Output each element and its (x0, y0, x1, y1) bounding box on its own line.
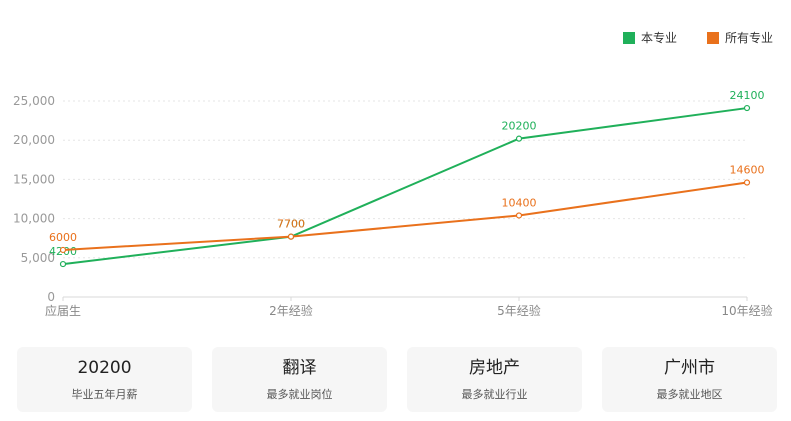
data-point (743, 179, 751, 186)
y-tick-label: 0 (47, 290, 55, 304)
legend-swatch-series-2 (706, 31, 719, 44)
card-label: 毕业五年月薪 (71, 388, 138, 401)
data-point (59, 260, 67, 268)
data-label: 24100 (730, 89, 765, 102)
legend-item-series-2[interactable]: 所有专业 (706, 29, 773, 46)
legend-item-series-1[interactable]: 本专业 (622, 29, 677, 46)
card-monthly-salary: 20200 毕业五年月薪 (17, 347, 192, 412)
legend-swatch-series-1 (622, 31, 635, 44)
data-label: 20200 (502, 120, 537, 133)
data-label: 6000 (49, 231, 77, 244)
data-label: 7700 (277, 218, 305, 231)
series-line-2 (62, 181, 748, 251)
summary-cards: 20200 毕业五年月薪 翻译 最多就业岗位 房地产 最多就业行业 广州市 最多… (17, 347, 777, 412)
y-tick-label: 20,000 (13, 133, 55, 147)
y-tick-label: 15,000 (13, 172, 55, 186)
x-tick-label: 5年经验 (497, 303, 541, 318)
data-point (287, 233, 295, 240)
card-top-region: 广州市 最多就业地区 (602, 347, 777, 412)
card-top-industry: 房地产 最多就业行业 (407, 347, 582, 412)
data-point (59, 246, 67, 254)
legend-label-series-2: 所有专业 (724, 31, 773, 45)
card-label: 最多就业岗位 (266, 388, 333, 401)
data-point (515, 212, 523, 219)
x-tick-label: 2年经验 (269, 303, 313, 318)
data-point (515, 135, 523, 142)
card-value: 翻译 (282, 358, 317, 378)
card-value: 广州市 (664, 358, 715, 378)
series-line-1 (62, 107, 748, 266)
data-label: 14600 (730, 164, 765, 177)
y-tick-label: 25,000 (13, 94, 55, 108)
data-label: 10400 (502, 196, 537, 209)
card-value: 20200 (77, 358, 132, 378)
legend-label-series-1: 本专业 (640, 31, 677, 45)
x-tick-label: 10年经验 (721, 303, 772, 318)
card-top-position: 翻译 最多就业岗位 (212, 347, 387, 412)
card-label: 最多就业地区 (656, 388, 723, 401)
data-label: 7700 (277, 218, 305, 231)
x-tick-label: 应届生 (45, 303, 81, 318)
card-label: 最多就业行业 (461, 388, 528, 401)
card-value: 房地产 (469, 358, 520, 378)
data-point (743, 104, 751, 112)
y-tick-label: 5,000 (21, 251, 55, 265)
chart-legend: 本专业 所有专业 (593, 29, 773, 46)
y-tick-label: 10,000 (13, 212, 55, 226)
